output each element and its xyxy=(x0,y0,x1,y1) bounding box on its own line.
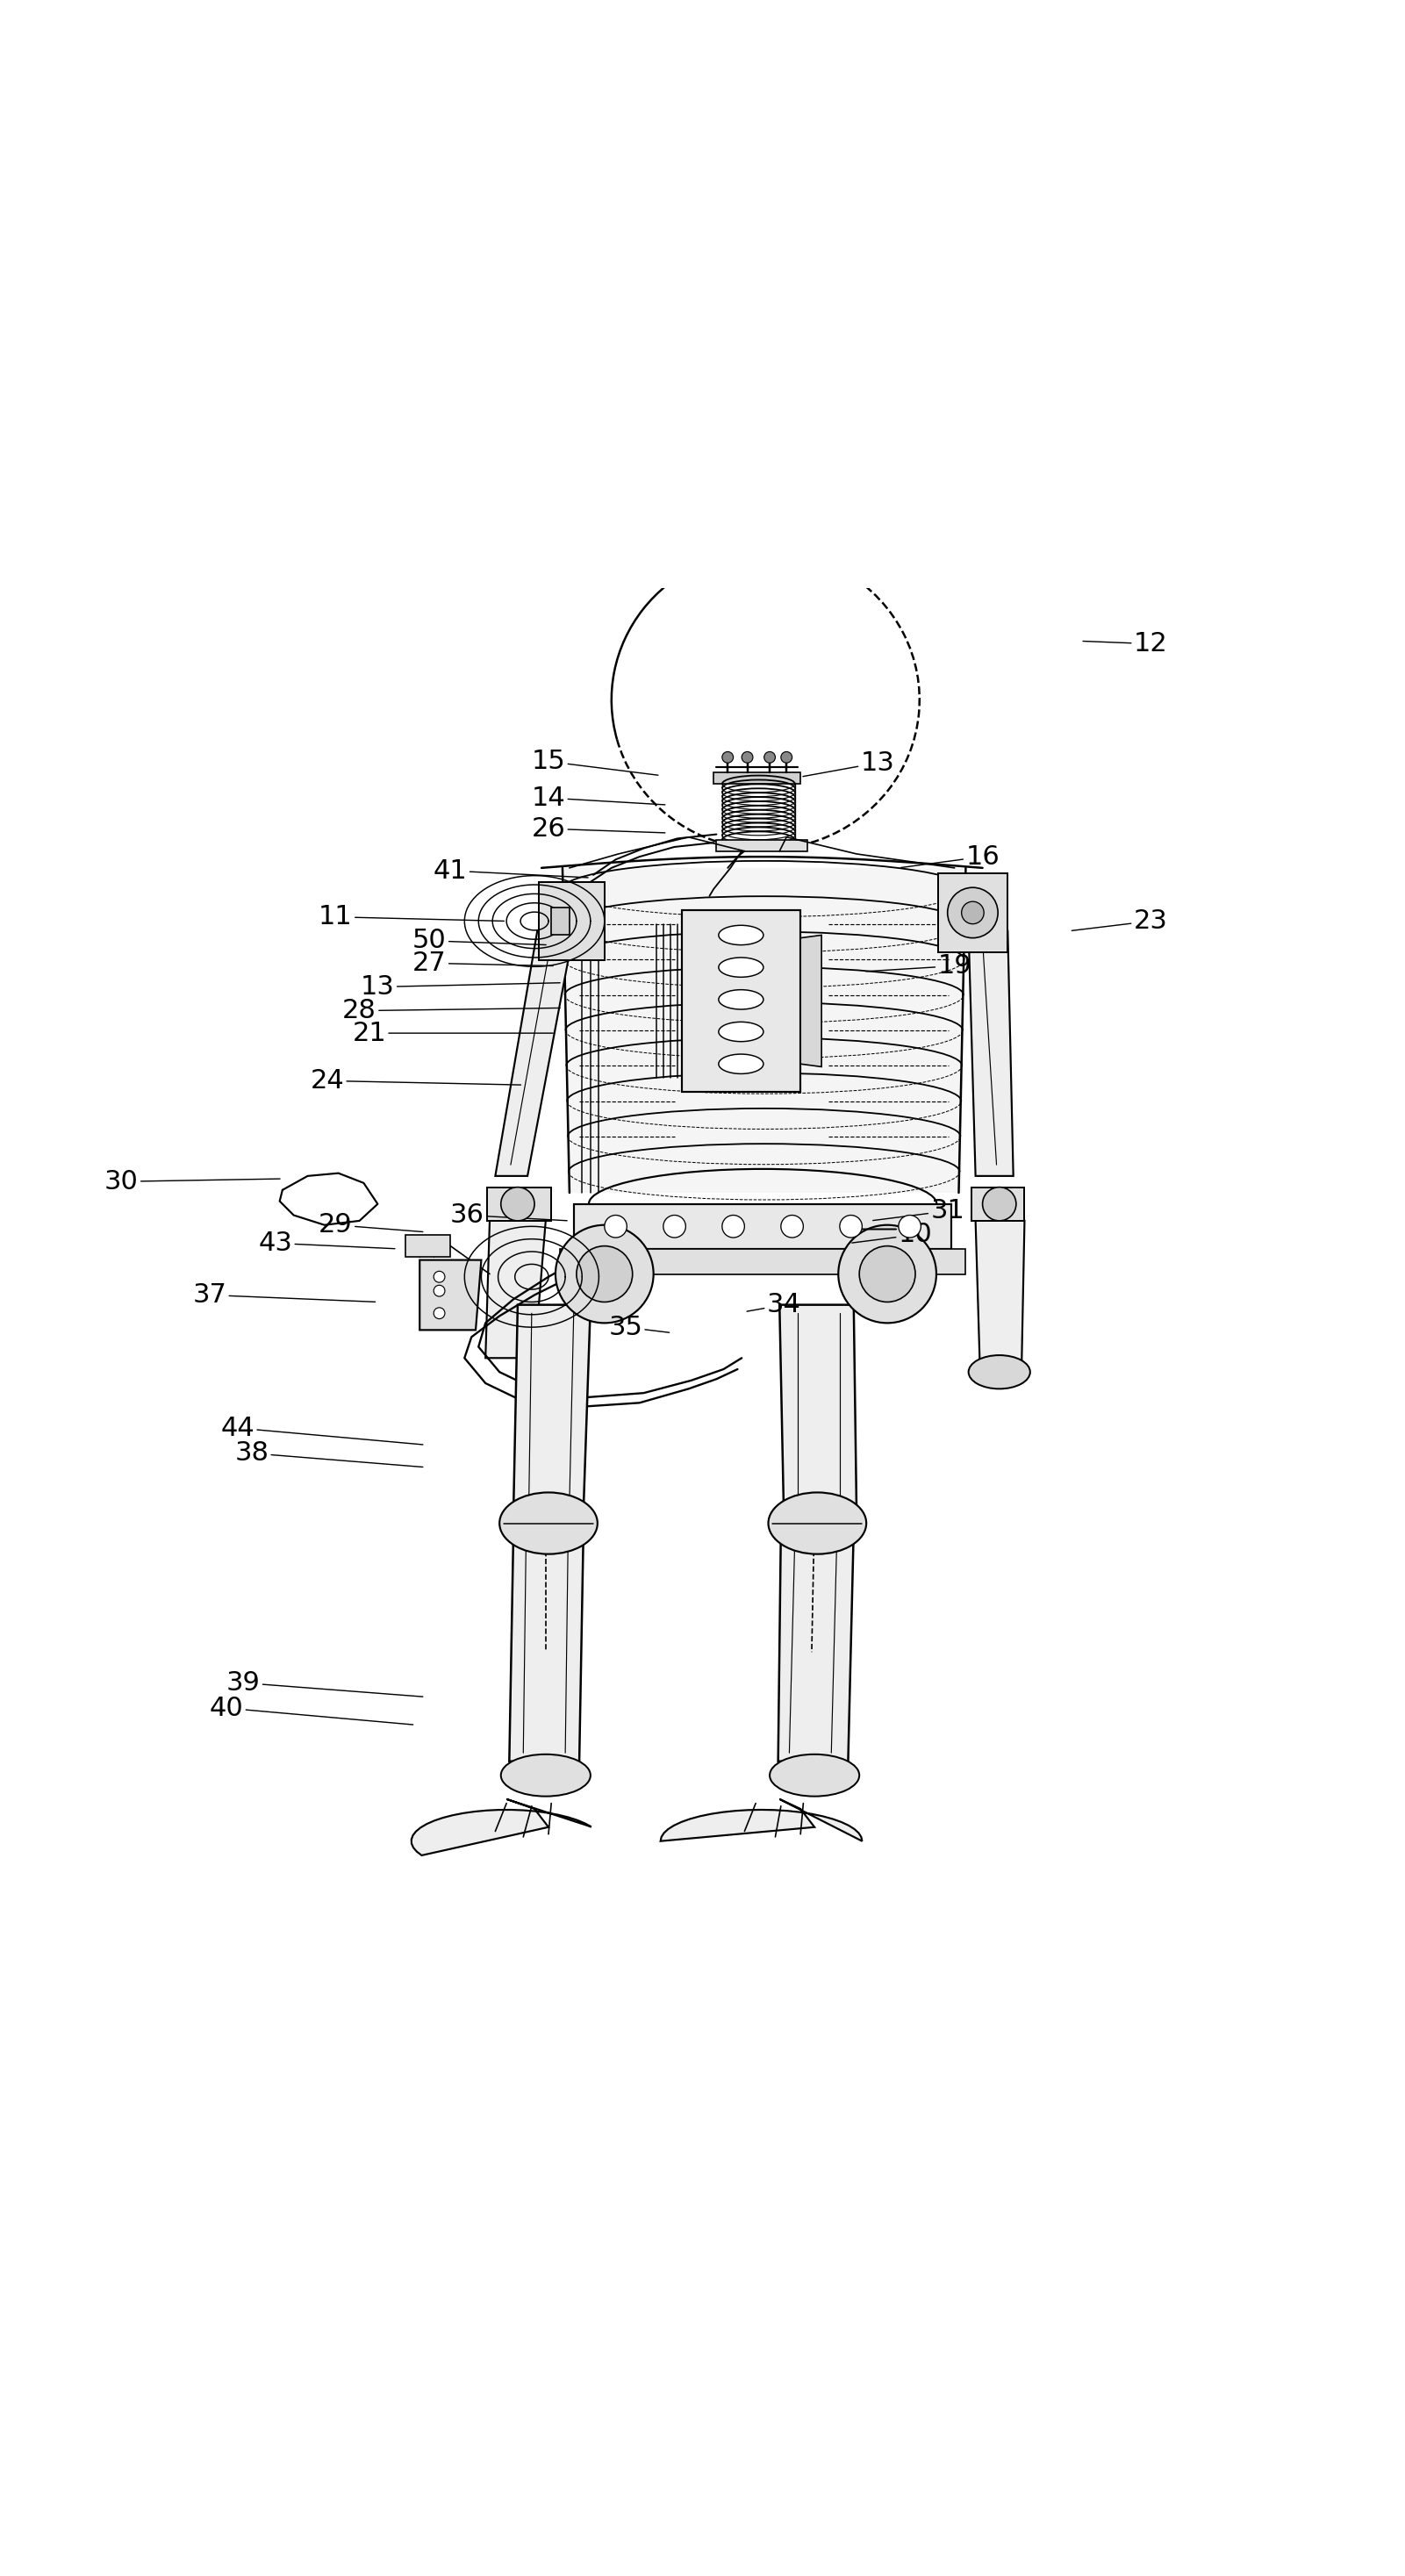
Polygon shape xyxy=(801,935,822,1066)
Polygon shape xyxy=(714,773,801,783)
Text: 28: 28 xyxy=(343,997,561,1023)
Ellipse shape xyxy=(718,989,763,1010)
Circle shape xyxy=(961,902,983,925)
Circle shape xyxy=(434,1309,445,1319)
Polygon shape xyxy=(412,1798,592,1855)
Text: 13: 13 xyxy=(361,974,561,999)
Text: 10: 10 xyxy=(851,1221,933,1247)
Text: 43: 43 xyxy=(259,1231,395,1257)
Circle shape xyxy=(840,1216,863,1236)
Circle shape xyxy=(947,889,998,938)
Polygon shape xyxy=(780,1306,857,1510)
Text: 11: 11 xyxy=(319,904,504,930)
Polygon shape xyxy=(717,840,808,850)
Text: 24: 24 xyxy=(311,1069,521,1092)
Polygon shape xyxy=(778,1528,854,1762)
Polygon shape xyxy=(538,881,604,961)
Circle shape xyxy=(899,1216,920,1236)
Polygon shape xyxy=(486,1221,545,1358)
Ellipse shape xyxy=(968,1355,1030,1388)
Polygon shape xyxy=(660,1798,863,1842)
Circle shape xyxy=(576,1247,632,1301)
Polygon shape xyxy=(406,1234,451,1257)
Text: 26: 26 xyxy=(531,817,665,842)
Circle shape xyxy=(722,752,733,762)
Ellipse shape xyxy=(500,1754,590,1795)
Polygon shape xyxy=(968,930,1013,1177)
Polygon shape xyxy=(420,1260,482,1329)
Polygon shape xyxy=(551,907,569,935)
Polygon shape xyxy=(681,909,801,1092)
Circle shape xyxy=(742,752,753,762)
Text: 16: 16 xyxy=(901,845,999,871)
Polygon shape xyxy=(975,1221,1024,1360)
Circle shape xyxy=(781,752,792,762)
Circle shape xyxy=(722,1216,745,1236)
Text: 44: 44 xyxy=(221,1414,423,1445)
Text: 21: 21 xyxy=(353,1020,554,1046)
Polygon shape xyxy=(559,1249,965,1275)
Circle shape xyxy=(860,1247,915,1301)
Text: 41: 41 xyxy=(434,858,589,884)
Text: 38: 38 xyxy=(235,1440,423,1468)
Text: 35: 35 xyxy=(608,1314,669,1340)
Ellipse shape xyxy=(718,1054,763,1074)
Polygon shape xyxy=(937,873,1007,953)
Text: 15: 15 xyxy=(531,750,658,775)
Polygon shape xyxy=(513,1306,590,1510)
Circle shape xyxy=(555,1226,653,1324)
Polygon shape xyxy=(509,1528,583,1762)
Circle shape xyxy=(982,1188,1016,1221)
Ellipse shape xyxy=(718,958,763,976)
Ellipse shape xyxy=(718,925,763,945)
Polygon shape xyxy=(971,1188,1024,1221)
Text: 19: 19 xyxy=(865,953,971,979)
Polygon shape xyxy=(488,1188,551,1221)
Text: 34: 34 xyxy=(747,1293,801,1316)
Text: 29: 29 xyxy=(319,1213,423,1236)
Text: 37: 37 xyxy=(192,1283,375,1309)
Text: 36: 36 xyxy=(450,1203,568,1229)
Polygon shape xyxy=(562,868,965,1193)
Circle shape xyxy=(663,1216,686,1236)
Text: 50: 50 xyxy=(413,927,547,953)
Text: 39: 39 xyxy=(226,1669,423,1698)
Text: 14: 14 xyxy=(531,786,665,811)
Polygon shape xyxy=(573,1203,951,1249)
Circle shape xyxy=(781,1216,804,1236)
Text: 12: 12 xyxy=(1083,631,1168,657)
Text: 30: 30 xyxy=(104,1170,280,1195)
Ellipse shape xyxy=(500,1492,597,1553)
Ellipse shape xyxy=(718,1023,763,1041)
Circle shape xyxy=(434,1285,445,1296)
Circle shape xyxy=(839,1226,936,1324)
Text: 31: 31 xyxy=(873,1198,965,1224)
Text: 27: 27 xyxy=(413,951,554,976)
Text: 23: 23 xyxy=(1072,909,1168,935)
Circle shape xyxy=(604,1216,627,1236)
Circle shape xyxy=(764,752,776,762)
Text: 40: 40 xyxy=(209,1695,413,1726)
Ellipse shape xyxy=(769,1492,867,1553)
Polygon shape xyxy=(496,930,573,1177)
Circle shape xyxy=(500,1188,534,1221)
Text: 13: 13 xyxy=(802,750,895,775)
Ellipse shape xyxy=(770,1754,860,1795)
Circle shape xyxy=(434,1270,445,1283)
